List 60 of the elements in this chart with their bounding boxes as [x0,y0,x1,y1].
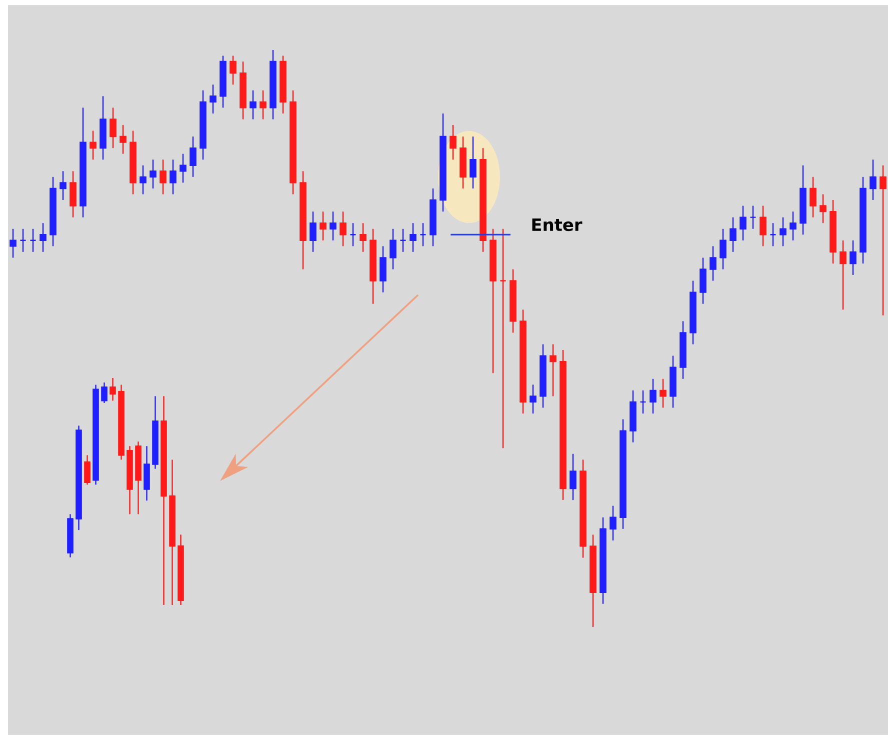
candlestick [660,378,666,408]
candlestick [760,205,766,247]
candlestick [110,377,116,402]
candlestick [870,159,876,201]
candlestick [730,216,736,253]
candlestick [700,257,706,304]
candlestick [640,390,646,414]
candlestick [110,107,116,149]
candlestick [570,453,576,501]
candlestick [710,246,716,282]
candlestick [470,136,476,190]
candlestick [330,210,336,241]
candlestick [880,164,886,316]
candlestick [790,210,796,241]
candlestick [820,194,826,224]
candlestick [750,205,756,230]
candlestick [410,222,416,253]
candlestick [101,382,108,404]
candlestick [20,228,26,253]
candlestick [84,454,90,486]
candlestick [120,124,126,154]
candlestick [850,240,856,276]
candlestick [250,90,256,120]
candlestick [500,228,506,449]
candlestick [840,240,846,310]
candlestick [260,90,266,120]
candlestick [450,124,456,160]
candlestick [30,228,36,253]
candlestick [380,246,386,293]
candlestick [190,136,196,178]
candlestick [310,210,316,253]
candlestick [160,159,166,195]
candlestick [720,228,726,270]
candlestick [550,344,556,397]
candlestick [810,176,816,218]
candlestick [390,228,396,270]
candlestick [140,164,146,195]
candlestick [170,159,176,195]
candlestick [350,222,356,247]
candlestick [400,228,406,253]
candlestick [180,153,186,184]
candlestick [40,222,46,253]
candlestick [340,210,346,247]
candlestick [90,130,96,160]
candlestick [320,210,326,241]
candlestick [150,159,156,190]
candlestick [210,84,216,114]
candlestick [780,216,786,247]
candlestick [770,222,776,247]
candlestick [230,55,236,86]
candlestick [610,505,616,542]
candlestick [360,222,366,253]
candlestick [650,378,656,414]
candlestick [70,170,76,218]
ref-line-label: Enter [532,218,582,232]
candlestick [420,222,426,247]
candlestick [530,384,536,414]
candlestick [740,205,746,241]
candlestick [10,228,16,258]
candlestick [60,170,66,201]
